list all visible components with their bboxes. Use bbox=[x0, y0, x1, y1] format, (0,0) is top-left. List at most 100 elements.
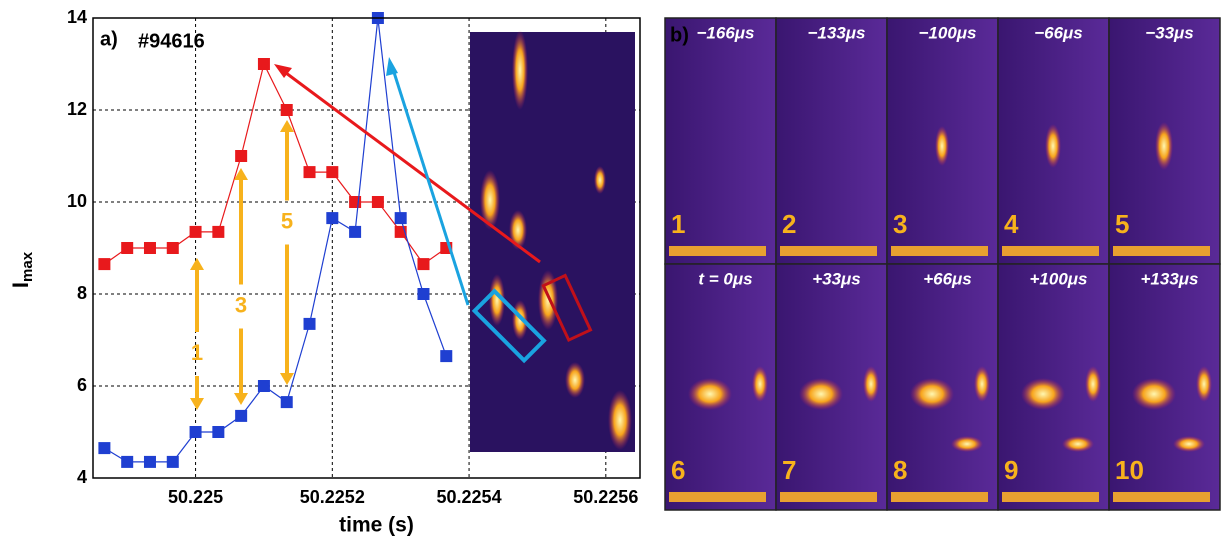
data-point bbox=[326, 212, 339, 225]
frame-stamp bbox=[1002, 246, 1099, 256]
data-point bbox=[121, 455, 134, 468]
y-tick-label: 14 bbox=[67, 7, 87, 27]
data-point bbox=[143, 242, 156, 254]
data-point bbox=[417, 258, 430, 271]
red-arrow bbox=[281, 68, 541, 264]
data-point bbox=[257, 58, 270, 70]
frame-stamp bbox=[1002, 492, 1099, 502]
y-label-sub: max bbox=[19, 251, 36, 282]
frame-stamp bbox=[891, 492, 988, 502]
frame-time: −66μs bbox=[1034, 23, 1083, 42]
frame-number: 2 bbox=[782, 209, 796, 239]
frame-time: +133μs bbox=[1141, 269, 1199, 288]
data-point bbox=[212, 225, 225, 238]
inset-glow bbox=[509, 210, 527, 250]
frame-glow bbox=[974, 366, 990, 402]
frame-stamp bbox=[669, 492, 766, 502]
data-point bbox=[166, 455, 179, 468]
inset-glow bbox=[594, 166, 606, 194]
plot-a: 4 6 8 10 12 14 50.225 50.2252 50.2254 50.2256 time… bbox=[8, 7, 641, 537]
frame-stamp bbox=[1113, 492, 1210, 502]
data-point bbox=[98, 442, 111, 455]
data-point bbox=[303, 166, 316, 179]
event-arrowhead bbox=[280, 120, 294, 132]
frame-number: 6 bbox=[671, 455, 685, 485]
frame-glow bbox=[1085, 366, 1101, 402]
frame-time: −33μs bbox=[1145, 23, 1194, 42]
y-tick-label: 10 bbox=[67, 191, 87, 211]
frame-time: +100μs bbox=[1030, 269, 1088, 288]
frame-time: +33μs bbox=[812, 269, 861, 288]
data-point bbox=[212, 426, 225, 438]
frame-time: +66μs bbox=[923, 269, 972, 288]
blue-arrowhead bbox=[386, 57, 398, 76]
data-point bbox=[371, 196, 384, 208]
panel-label: b) bbox=[670, 24, 689, 46]
inset-glow bbox=[512, 30, 528, 110]
data-point bbox=[349, 225, 362, 238]
event-arrowhead bbox=[234, 168, 248, 180]
data-point bbox=[166, 242, 179, 254]
frame-glow bbox=[1132, 378, 1176, 410]
event-arrowhead bbox=[190, 258, 204, 270]
frame-number: 10 bbox=[1115, 455, 1144, 485]
frame-glow bbox=[863, 366, 879, 402]
data-point bbox=[440, 350, 453, 363]
frame-stamp bbox=[780, 246, 877, 256]
frame-glow bbox=[951, 436, 983, 452]
frame-stamp bbox=[780, 492, 877, 502]
frame-number: 8 bbox=[893, 455, 907, 485]
frame-number: 3 bbox=[893, 209, 907, 239]
blue-box bbox=[471, 288, 547, 364]
frame-glow bbox=[1045, 124, 1061, 168]
x-axis-label: time (s) bbox=[339, 514, 414, 537]
data-point bbox=[121, 242, 134, 254]
frame-glow bbox=[1021, 378, 1065, 410]
inset-glow bbox=[489, 274, 505, 326]
x-tick-label: 50.2252 bbox=[300, 487, 365, 507]
event-arrowhead bbox=[190, 398, 204, 410]
frame-time: −133μs bbox=[808, 23, 866, 42]
x-tick-label: 50.2254 bbox=[437, 487, 502, 507]
inset-glow bbox=[565, 362, 585, 398]
frame-stamp bbox=[1113, 246, 1210, 256]
data-point bbox=[280, 104, 293, 116]
y-axis-label: Imax bbox=[8, 251, 36, 288]
frame-time: −100μs bbox=[919, 23, 977, 42]
frame-stamp bbox=[669, 246, 766, 256]
data-point bbox=[280, 396, 293, 409]
camera-frame bbox=[664, 17, 777, 265]
inset-image bbox=[470, 32, 635, 452]
y-tick-label: 12 bbox=[67, 99, 87, 119]
frame-glow bbox=[799, 378, 843, 410]
y-tick-label: 4 bbox=[77, 467, 87, 487]
red-arrowhead bbox=[274, 64, 292, 78]
data-point bbox=[417, 288, 430, 300]
frame-glow bbox=[910, 378, 954, 410]
red-box bbox=[541, 273, 593, 343]
data-point bbox=[235, 409, 248, 422]
frame-glow bbox=[1173, 436, 1205, 452]
inset-glow bbox=[480, 170, 500, 230]
data-point bbox=[189, 426, 202, 438]
data-point bbox=[189, 225, 202, 238]
frame-glow bbox=[935, 126, 949, 166]
frame-glow bbox=[1196, 366, 1212, 402]
y-label-main: I bbox=[8, 282, 33, 288]
event-label: 5 bbox=[281, 208, 293, 233]
frame-number: 5 bbox=[1115, 209, 1129, 239]
event-arrowhead bbox=[280, 373, 294, 385]
data-point bbox=[98, 258, 111, 271]
axes-frame bbox=[92, 17, 641, 479]
frame-glow bbox=[1062, 436, 1094, 452]
data-point bbox=[143, 455, 156, 468]
x-tick-label: 50.2256 bbox=[573, 487, 638, 507]
event-label: 3 bbox=[235, 292, 247, 317]
frame-glow bbox=[1155, 122, 1173, 170]
frame-number: 1 bbox=[671, 209, 685, 239]
data-point bbox=[235, 150, 248, 162]
frame-time: −166μs bbox=[697, 23, 755, 42]
frame-glow bbox=[752, 366, 768, 402]
frame-time: t = 0μs bbox=[698, 269, 752, 288]
